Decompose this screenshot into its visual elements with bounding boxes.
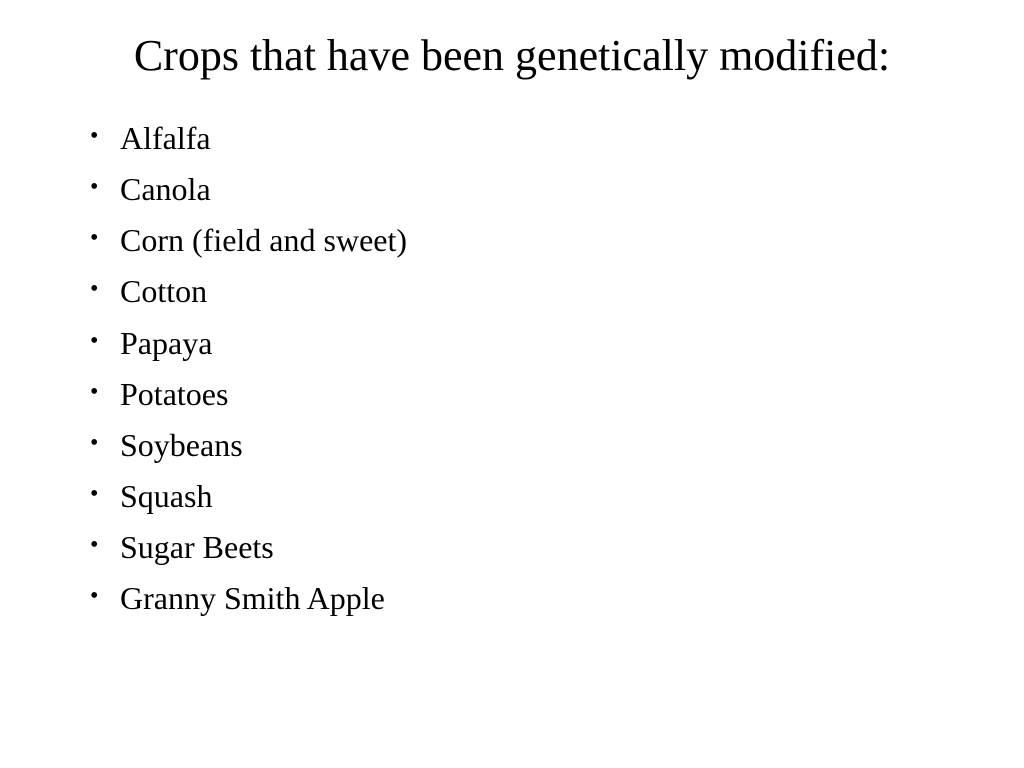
slide-title: Crops that have been genetically modifie…	[60, 30, 964, 83]
list-item: Soybeans	[90, 420, 964, 471]
list-item: Granny Smith Apple	[90, 573, 964, 624]
list-item: Squash	[90, 471, 964, 522]
list-item: Potatoes	[90, 369, 964, 420]
list-item: Corn (field and sweet)	[90, 215, 964, 266]
list-item: Papaya	[90, 318, 964, 369]
crops-list: Alfalfa Canola Corn (field and sweet) Co…	[60, 113, 964, 625]
list-item: Alfalfa	[90, 113, 964, 164]
list-item: Canola	[90, 164, 964, 215]
list-item: Sugar Beets	[90, 522, 964, 573]
list-item: Cotton	[90, 266, 964, 317]
